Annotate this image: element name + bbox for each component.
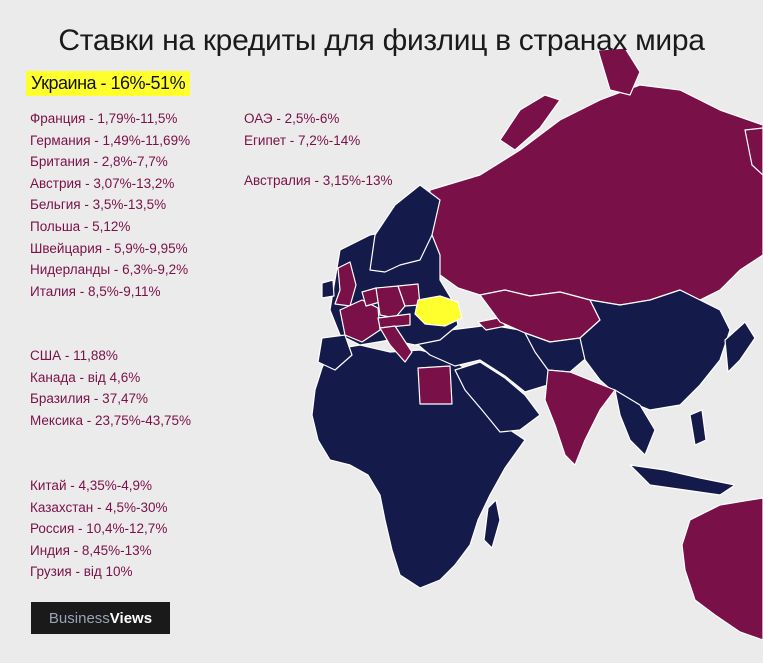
iberia-region: [317, 334, 353, 371]
middle-east-rates-list: ОАЭ - 2,5%-6% Египет - 7,2%-14%: [244, 108, 360, 151]
rate-item: Франция - 1,79%-11,5%: [30, 111, 178, 126]
rate-item: Канада - від 4,6%: [30, 369, 141, 385]
central-asia-region: [524, 332, 591, 373]
rate-item: Австралия - 3,15%-13%: [244, 173, 393, 188]
americas-rates-list: США - 11,88% Канада - від 4,6% Бразилия - …: [30, 345, 191, 431]
china-region: [579, 289, 731, 411]
logo-views-text: Views: [109, 609, 153, 627]
japan-region: [724, 321, 756, 373]
australia-region: [681, 497, 763, 641]
rate-item: Китай - 4,35%-4,9%: [30, 478, 153, 493]
ukraine-rate-badge: Украина - 16%-51%: [26, 71, 191, 96]
india-region: [544, 369, 616, 466]
ireland-region: [321, 279, 335, 299]
rate-item: Швейцария - 5,9%-9,95%: [30, 240, 188, 256]
rate-item: Италия - 8,5%-9,11%: [30, 283, 161, 299]
rate-item: Нидерланды - 6,3%-9,2%: [30, 262, 189, 278]
rate-item: Грузия - від 10%: [30, 564, 133, 580]
rate-item: Бразилия - 37,47%: [30, 391, 148, 407]
rate-item: ОАЭ - 2,5%-6%: [244, 111, 340, 126]
italy-region: [379, 325, 413, 363]
egypt-region: [417, 365, 453, 405]
ukraine-region: [414, 295, 463, 327]
switzerland-austria-region: [377, 313, 411, 329]
map-title: Ставки на кредиты для физлиц в странах м…: [58, 24, 705, 57]
indonesia-region: [629, 464, 736, 496]
arabia-region: [454, 361, 541, 433]
russia-islands-region: [499, 94, 561, 151]
kamchatka-region: [744, 127, 763, 176]
southeast-asia-region: [614, 389, 656, 456]
rate-item: США - 11,88%: [30, 348, 118, 363]
scandinavia-region: [369, 184, 441, 273]
europe-rates-list: Франция - 1,79%-11,5% Германия - 1,49%-11…: [30, 108, 190, 302]
asia-rates-list: Китай - 4,35%-4,9% Казахстан - 4,5%-30% Ро…: [30, 475, 168, 583]
philippines-region: [689, 409, 707, 446]
rate-item: Россия - 10,4%-12,7%: [30, 521, 168, 537]
novaya-zemlya-region: [597, 47, 641, 96]
madagascar-region: [483, 499, 501, 549]
rate-item: Австрия - 3,07%-13,2%: [30, 175, 175, 191]
rate-item: Индия - 8,45%-13%: [30, 542, 152, 558]
rate-item: Бельгия - 3,5%-13,5%: [30, 197, 167, 213]
rate-item: Мексика - 23,75%-43,75%: [30, 412, 192, 428]
rate-item: Британия - 2,8%-7,7%: [30, 154, 168, 170]
businessviews-logo: Business Views: [31, 602, 170, 634]
rate-item: Казахстан - 4,5%-30%: [30, 499, 168, 515]
rate-item: Египет - 7,2%-14%: [244, 132, 361, 148]
logo-business-text: Business: [48, 609, 110, 627]
rate-item: Германия - 1,49%-11,69%: [30, 132, 191, 148]
germany-region: [375, 285, 406, 319]
russia-region: [427, 84, 763, 306]
australia-rates-list: Австралия - 3,15%-13%: [244, 170, 393, 192]
rate-item: Польша - 5,12%: [30, 218, 131, 234]
